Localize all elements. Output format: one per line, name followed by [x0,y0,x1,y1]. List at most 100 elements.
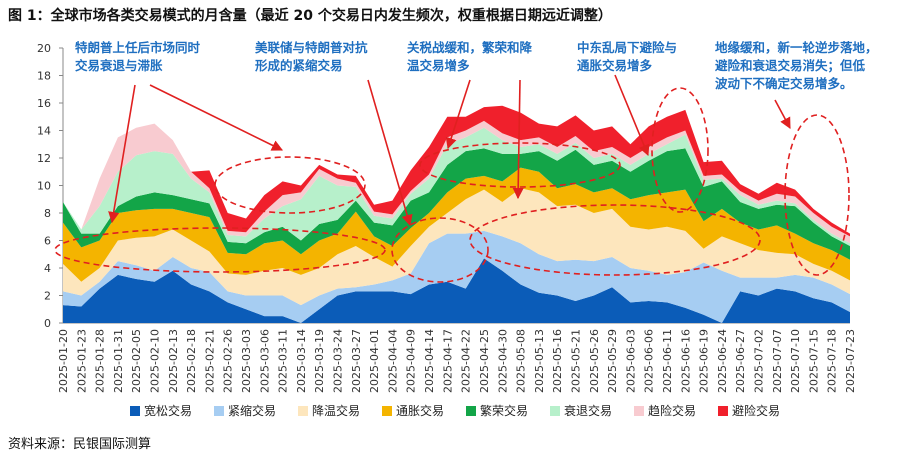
annotation-text: 温交易增多 [407,58,470,73]
dashed-ellipse [214,156,366,214]
dashed-ellipse [419,142,621,188]
annotation-text: 美联储与特朗普对抗 [255,40,368,55]
x-tick-label: 2025-03-03 [240,329,253,393]
area [63,230,850,323]
x-tick-label: 2025-05-16 [551,329,564,393]
legend-swatch [382,406,392,416]
chart-title: 图 1：全球市场各类交易模式的月含量（最近 20 个交易日内发生频次，权重根据日… [8,7,612,24]
dashed-ellipse [469,204,761,276]
area [63,105,850,237]
annotation-text: 中东乱局下避险与 [577,40,677,55]
legend-swatch [466,406,476,416]
x-tick-label: 2025-01-28 [94,329,107,393]
area [63,167,850,282]
x-tick-label: 2025-06-11 [661,329,674,393]
area [63,148,850,260]
area [63,127,850,246]
x-tick-label: 2025-04-14 [423,329,436,393]
legend-label: 宽松交易 [144,403,192,418]
y-tick-label: 14 [37,125,51,138]
x-tick-label: 2025-06-24 [716,329,729,393]
x-tick-label: 2025-05-08 [515,329,528,393]
x-tick-label: 2025-01-31 [112,329,125,393]
dashed-ellipse [391,217,489,283]
annotation-arrow [445,79,471,150]
annotation-text: 地缘缓和，新一轮逆步落地， [715,40,878,55]
x-tick-label: 2025-07-23 [844,329,857,393]
annotation-arrow [149,84,284,151]
y-tick-label: 10 [37,180,51,193]
legend-swatch [298,406,308,416]
x-tick-label: 2025-02-13 [167,329,180,393]
x-tick-label: 2025-07-02 [752,329,765,393]
dashed-ellipse [784,114,850,276]
x-tick-label: 2025-06-19 [698,329,711,393]
annotation-arrow [512,79,524,200]
annotation-text: 形成的紧缩交易 [255,58,343,73]
legend-swatch [130,406,140,416]
annotation-text: 避险和衰退交易消失；但低 [715,58,866,73]
x-tick-label: 2025-07-10 [789,329,802,393]
annotation-text: 通胀交易增多 [577,58,653,73]
x-tick-label: 2025-06-16 [679,329,692,393]
annotation-text: 波动下不确定交易增多。 [715,76,853,91]
y-tick-label: 2 [44,290,51,303]
x-tick-label: 2025-02-10 [149,329,162,393]
legend-swatch [214,406,224,416]
x-tick-label: 2025-03-11 [277,329,290,393]
x-tick-label: 2025-07-07 [771,329,784,393]
x-tick-label: 2025-02-18 [185,329,198,393]
y-tick-label: 4 [44,262,51,275]
area [63,258,850,323]
legend-swatch [718,406,728,416]
legend-swatch [634,406,644,416]
legend-label: 通胀交易 [396,403,444,418]
annotation-arrow [774,99,791,129]
annotation-text: 交易衰退与滞胀 [75,58,163,73]
x-tick-label: 2025-04-09 [405,329,418,393]
x-tick-label: 2025-02-21 [203,329,216,393]
x-tick-label: 2025-04-01 [368,329,381,393]
legend-swatch [550,406,560,416]
annotation-arrow [108,84,136,224]
x-tick-label: 2025-07-15 [807,329,820,393]
area [63,188,850,306]
x-tick-label: 2025-06-03 [624,329,637,393]
dashed-ellipse [54,227,386,273]
legend-label: 紧缩交易 [228,403,276,418]
source-note: 资料来源：民银国际测算 [8,437,151,452]
x-tick-label: 2025-02-26 [222,329,235,393]
x-tick-label: 2025-05-13 [533,329,546,393]
x-tick-label: 2025-06-27 [734,329,747,393]
y-tick-label: 0 [44,317,51,330]
x-tick-label: 2025-05-29 [606,329,619,393]
x-tick-label: 2025-03-19 [313,329,326,393]
x-tick-label: 2025-07-18 [826,329,839,393]
x-tick-label: 2025-05-26 [588,329,601,393]
x-tick-label: 2025-04-22 [460,329,473,393]
x-tick-label: 2025-04-17 [441,329,454,393]
legend-label: 避险交易 [732,403,780,418]
x-tick-label: 2025-06-06 [643,329,656,393]
x-tick-label: 2025-05-21 [569,329,582,393]
y-tick-label: 8 [44,207,51,220]
y-tick-label: 20 [37,42,51,55]
x-tick-label: 2025-03-24 [332,329,345,393]
annotation-arrow [367,79,413,227]
legend-label: 降温交易 [312,403,360,418]
y-tick-label: 18 [37,70,51,83]
annotation-arrow [614,74,650,157]
annotation-marks [54,74,850,283]
x-tick-label: 2025-04-04 [386,329,399,393]
x-tick-label: 2025-02-05 [130,329,143,393]
x-tick-label: 2025-03-06 [258,329,271,393]
x-tick-label: 2025-04-30 [496,329,509,393]
dashed-ellipse [651,87,709,213]
x-tick-label: 2025-01-20 [57,329,70,393]
legend-label: 繁荣交易 [480,403,528,418]
y-tick-label: 16 [37,97,51,110]
x-tick-label: 2025-01-23 [75,329,88,393]
x-tick-label: 2025-03-27 [350,329,363,393]
area [63,120,850,244]
